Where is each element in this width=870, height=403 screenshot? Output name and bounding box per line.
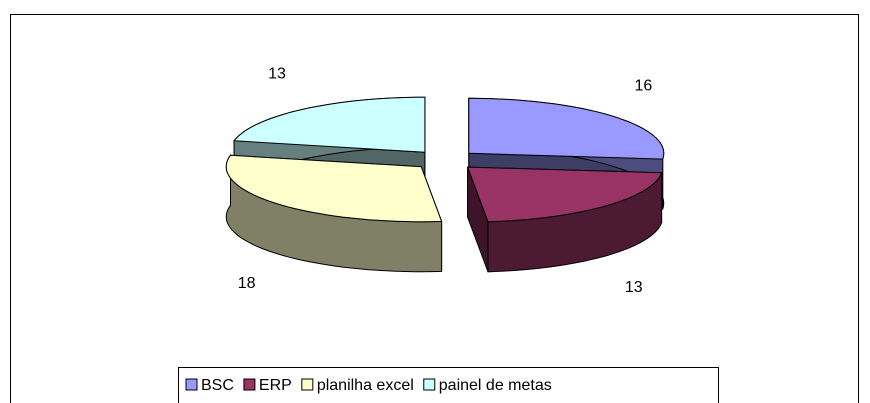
data-label: 16 [635,78,653,95]
legend-swatch [185,378,198,391]
legend-swatch [243,378,256,391]
legend-label: ERP [259,377,292,394]
legend-swatch [301,378,314,391]
pie: 16 13 18 13 [225,66,665,296]
legend-box [178,367,719,403]
legend-label: painel de metas [439,377,552,394]
data-label: 13 [625,279,643,296]
slice-top [233,96,426,153]
legend-label: planilha excel [317,377,414,394]
slice-top [466,166,663,223]
slice-top [225,154,443,223]
data-label: 13 [268,66,286,83]
legend: BSC ERP planilha excel painel de metas [185,377,552,394]
slice-top [468,97,665,160]
legend-label: BSC [201,377,234,394]
data-label: 18 [238,275,256,292]
legend-swatch [423,378,436,391]
